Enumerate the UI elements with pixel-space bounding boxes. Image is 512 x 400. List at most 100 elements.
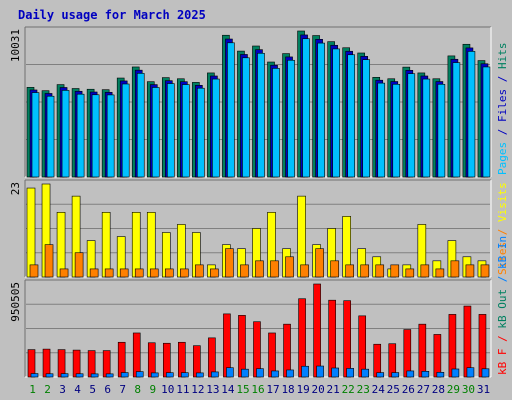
visits-bar: 16: [146, 212, 156, 278]
day-label: 12: [191, 383, 204, 396]
legend-part: Sites: [496, 242, 509, 275]
kb-out-bar: 355000: [117, 341, 126, 378]
day-label: 21: [327, 383, 340, 396]
panel-top-legend: Pages / Files / Hits: [496, 43, 509, 176]
kb-in-bar: 52000: [211, 371, 219, 378]
kb-out-bar: 485000: [403, 329, 412, 378]
kb-in-bar: 110000: [301, 365, 309, 378]
day-label: 17: [266, 383, 279, 396]
kb-out-bar: 450000: [268, 332, 276, 378]
kb-out-bar: 275000: [72, 349, 81, 378]
kb-out-bar: 950505: [313, 283, 321, 378]
day-label: 26: [402, 383, 415, 396]
kb-in-bar: 80000: [361, 368, 370, 378]
kb-out-bar: 400000: [208, 337, 216, 378]
kb-in-bar: 45000: [376, 372, 385, 378]
legend-part: /: [496, 69, 509, 89]
kb-in-bar: 42000: [150, 372, 159, 378]
kb-in-bar: 88000: [346, 368, 354, 378]
pages-bar: 5690: [76, 93, 85, 178]
pages-bar: 7120: [136, 73, 145, 178]
kb-out-bar: 345000: [162, 342, 171, 378]
day-label: 30: [462, 383, 475, 396]
pages-bar: 7560: [482, 66, 491, 178]
legend-part: Visits: [496, 182, 509, 222]
sites-bar: 2: [119, 268, 129, 278]
sites-bar: 2: [435, 268, 445, 278]
kb-out-bar: 435000: [433, 334, 442, 378]
day-label: 7: [119, 383, 126, 396]
day-label: 4: [74, 383, 81, 396]
sites-bar: 4: [255, 260, 264, 278]
legend-part: /: [496, 269, 509, 289]
chart-title: Daily usage for March 2025: [18, 8, 206, 22]
kb-out-bar: 640000: [478, 314, 487, 378]
sites-bar: 2: [104, 268, 114, 278]
day-label: 29: [447, 383, 460, 396]
kb-in-bar: 112000: [316, 365, 324, 378]
pages-bar: 8020: [287, 59, 295, 178]
kb-out-bar: 350000: [147, 342, 156, 378]
kb-out-bar: 785000: [328, 299, 336, 378]
pages-bar: 6100: [197, 87, 205, 178]
kb-in-bar: 72000: [286, 369, 294, 378]
pages-bar: 6730: [212, 78, 220, 178]
kb-out-bar: 640000: [448, 314, 457, 378]
sites-bar: 4: [330, 260, 339, 278]
kb-out-bar: 625000: [358, 315, 367, 378]
kb-out-bar: 285000: [42, 348, 51, 378]
sites-bar: 3: [345, 264, 354, 278]
kb-out-bar: 280000: [27, 349, 36, 378]
pages-bar: 6420: [166, 83, 175, 178]
kb-in-bar: 84000: [481, 368, 490, 378]
kb-out-bar: 340000: [388, 343, 397, 378]
pages-bar: 6730: [422, 78, 431, 178]
panel-middle-legend: Sites / Visits: [496, 182, 509, 275]
sites-bar: 3: [465, 264, 475, 278]
sites-bar: 5: [285, 256, 294, 278]
day-label: 25: [387, 383, 400, 396]
day-label: 15: [236, 383, 249, 396]
day-label: 23: [357, 383, 370, 396]
sites-bar: 2: [149, 268, 159, 278]
day-label: 16: [251, 383, 264, 396]
kb-in-bar: 33000: [75, 373, 84, 378]
legend-part: /: [496, 122, 509, 142]
kb-in-bar: 62000: [406, 370, 415, 378]
legend-part: /: [496, 329, 509, 349]
sites-bar: 4: [450, 260, 460, 278]
visits-bar: 22: [26, 187, 36, 278]
pages-bar: 6370: [437, 83, 446, 178]
legend-part: kB In: [496, 236, 509, 269]
legend-part: Pages: [496, 142, 509, 175]
pages-bar: 8190: [242, 57, 250, 178]
kb-in-bar: 95000: [226, 367, 234, 378]
sites-bar: 2: [164, 268, 174, 278]
kb-out-bar: 320000: [193, 345, 201, 378]
sites-bar: 2: [134, 268, 144, 278]
legend-part: kB Out: [496, 289, 509, 329]
pages-bar: 5640: [106, 94, 115, 178]
legend-part: kB F: [496, 349, 509, 376]
day-label: 27: [417, 383, 430, 396]
pages-bar: 8500: [257, 52, 265, 178]
kb-in-bar: 95000: [466, 367, 475, 378]
pages-bar: 6350: [182, 84, 190, 178]
kb-out-bar: 540000: [283, 323, 291, 378]
day-label: 13: [206, 383, 219, 396]
legend-part: Files: [496, 89, 509, 122]
sites-bar: 3: [29, 264, 39, 278]
sites-bar: 2: [210, 268, 219, 278]
sites-bar: 3: [240, 264, 249, 278]
kb-in-bar: 62000: [271, 370, 279, 378]
pages-bar: 6450: [377, 82, 386, 178]
kb-in-bar: 42000: [196, 372, 204, 378]
kb-out-bar: 335000: [373, 343, 382, 378]
kb-in-bar: 34000: [60, 373, 69, 378]
sites-bar: 3: [375, 264, 385, 278]
kb-in-bar: 92000: [331, 367, 339, 378]
pages-bar: 7460: [272, 68, 280, 178]
day-label: 14: [221, 383, 235, 396]
kb-in-bar: 80000: [241, 368, 249, 378]
